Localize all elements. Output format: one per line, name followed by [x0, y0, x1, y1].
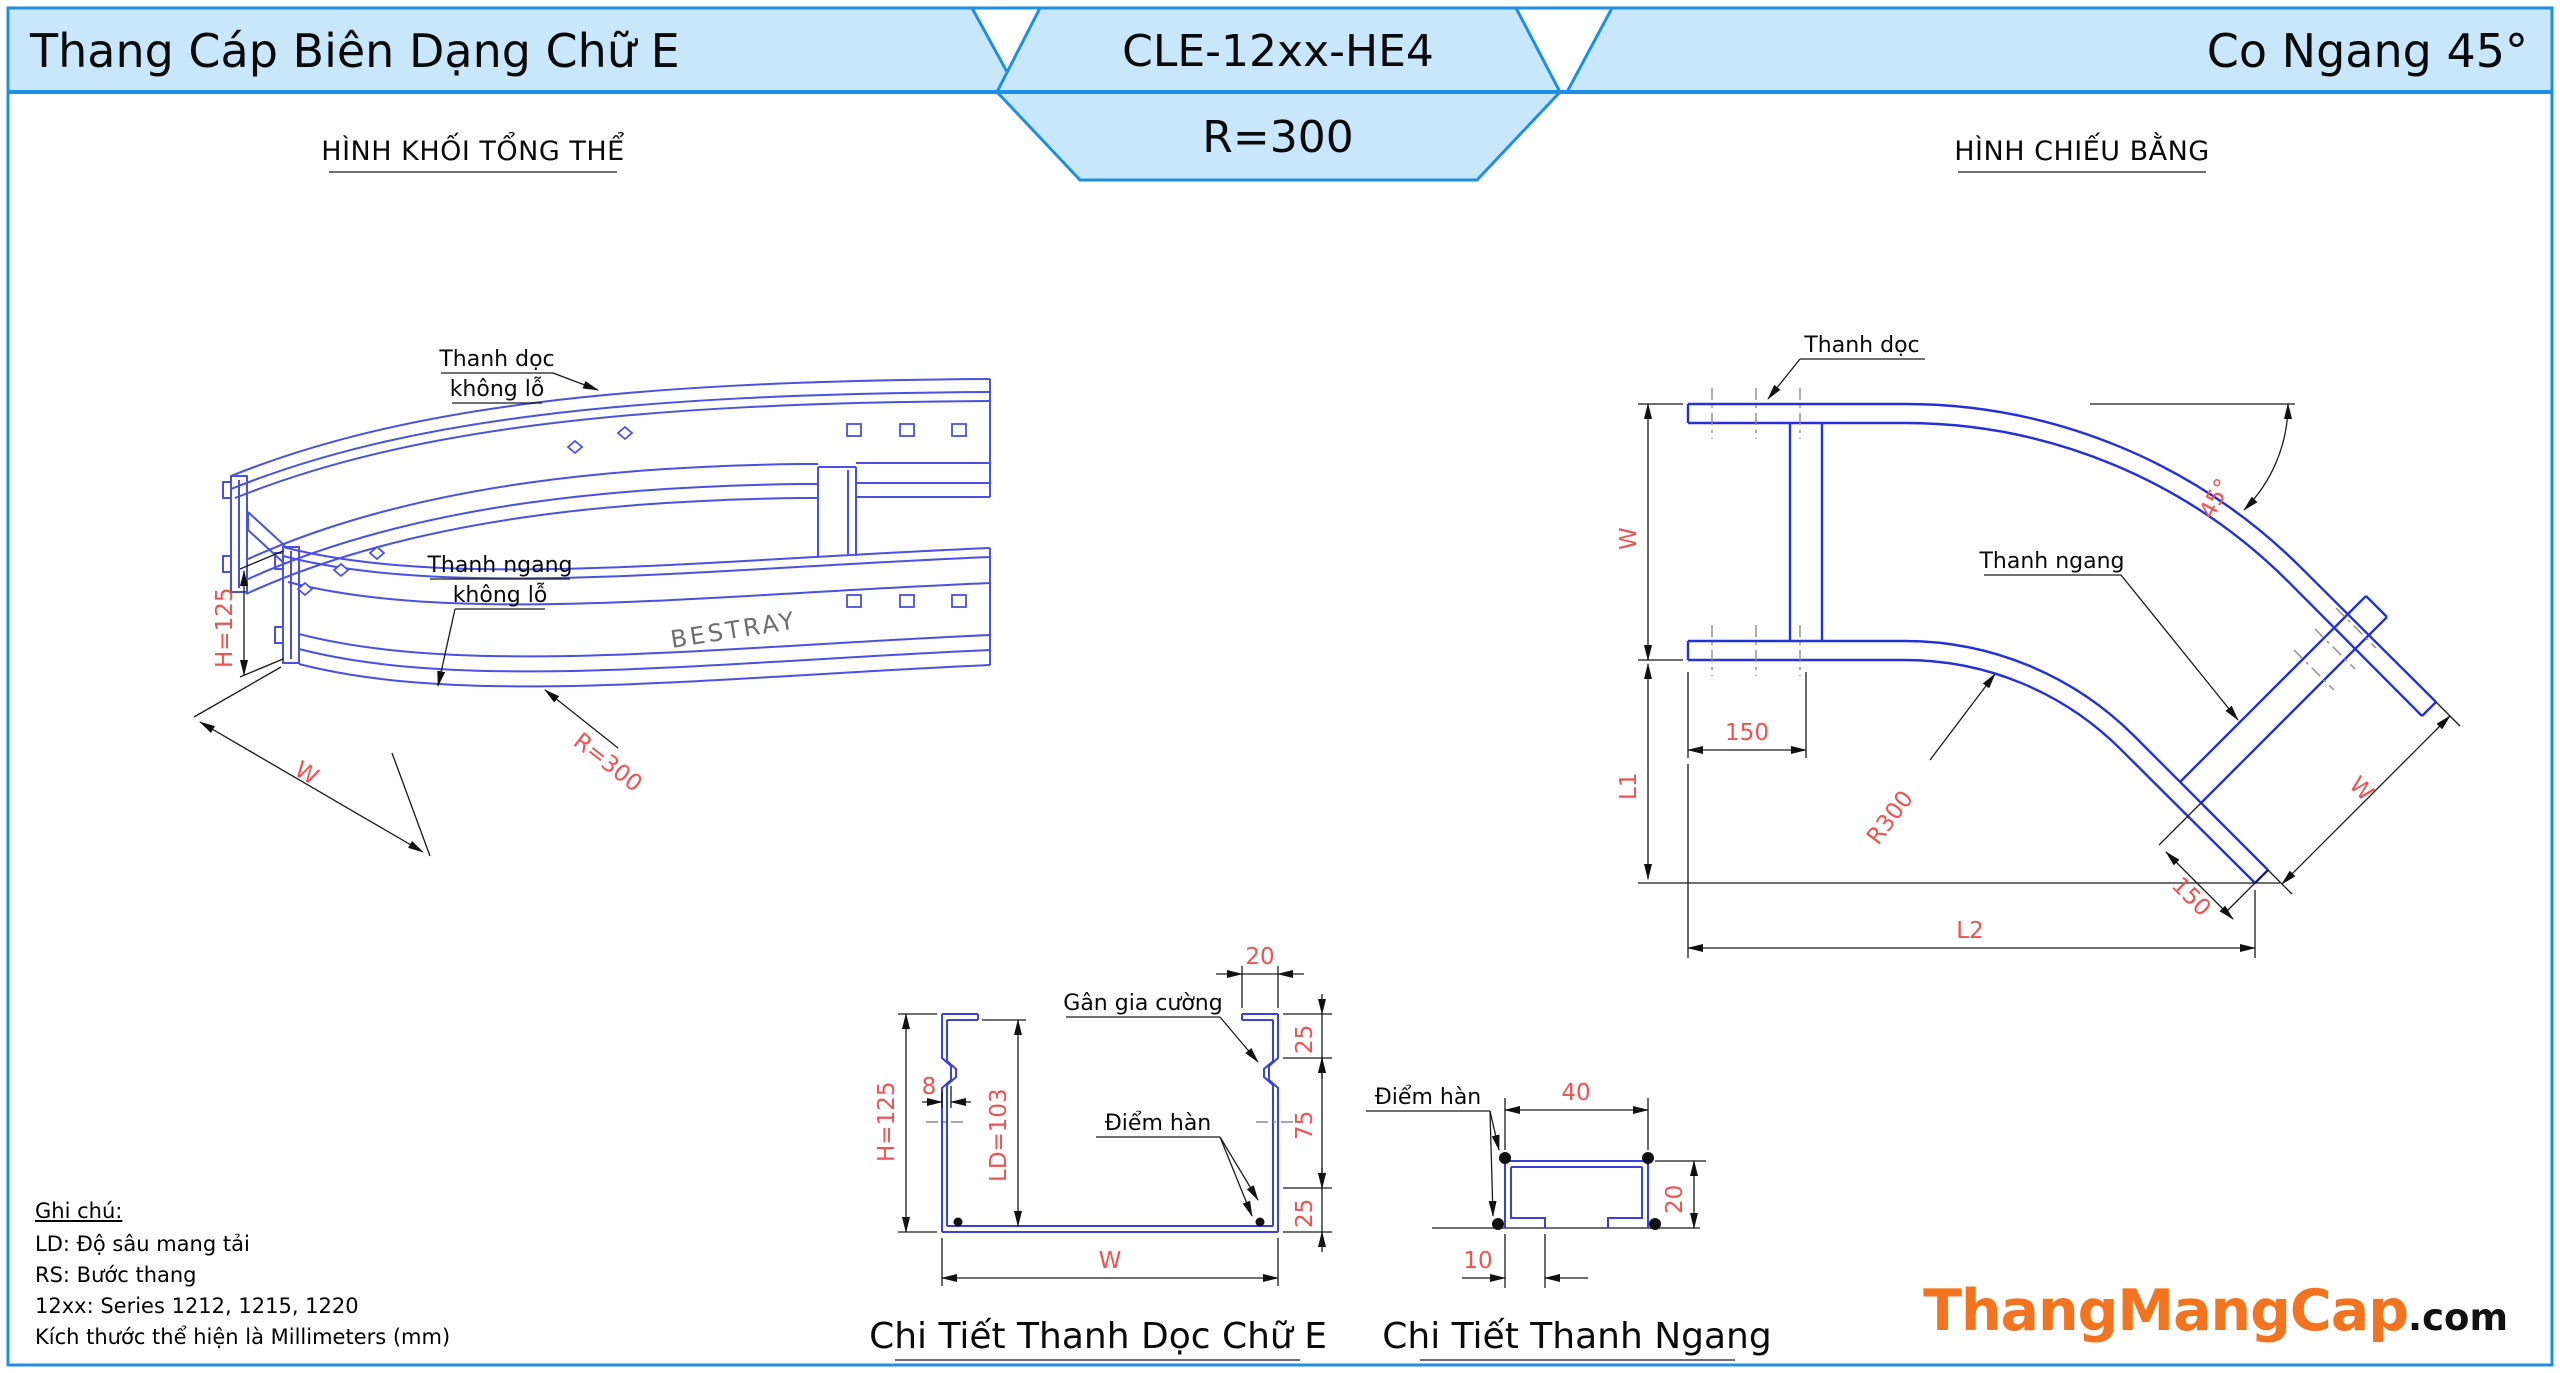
svg-text:W: W	[2344, 772, 2378, 806]
svg-text:25: 25	[1292, 1199, 1318, 1228]
weld-dot	[953, 1217, 963, 1227]
header: Thang Cáp Biên Dạng Chữ E CLE-12xx-HE4 R…	[6, 6, 2554, 182]
iso-mid-rung	[817, 466, 857, 556]
brand-logo-tld: .com	[2408, 1296, 2508, 1339]
iso-label-rung: Thanh ngang không lỗ	[426, 553, 573, 687]
plan-diag-rung	[2179, 595, 2388, 804]
svg-text:R=300: R=300	[568, 728, 646, 797]
plan-label-rung: Thanh ngang	[1978, 549, 2239, 721]
note-line: RS: Bước thang	[35, 1263, 197, 1287]
plan-dim-l1: L1	[1616, 663, 2280, 884]
svg-text:150: 150	[2166, 872, 2215, 921]
e-dim-load-depth: LD=103	[982, 1019, 1026, 1227]
weld-dot	[1255, 1217, 1265, 1227]
detail-rung: 40 20 10 Điểm hàn Chi Tiết Thanh Ngang	[1366, 1080, 1772, 1361]
plan-label-rail: Thanh dọc	[1767, 333, 1925, 400]
iso-holes	[296, 423, 967, 608]
svg-text:R300: R300	[1862, 786, 1919, 849]
detail-e-title: Chi Tiết Thanh Dọc Chữ E	[869, 1316, 1327, 1357]
plan-left-rung	[1788, 423, 1824, 641]
plan-dim-step-left: 150	[1687, 672, 1807, 758]
plan-dim-radius: R300	[1862, 673, 1996, 850]
detail-rung-title: Chi Tiết Thanh Ngang	[1382, 1316, 1771, 1357]
iso-near-rail	[274, 546, 991, 688]
note-line: 12xx: Series 1212, 1215, 1220	[35, 1294, 359, 1318]
rung-profile	[1492, 1152, 1661, 1230]
notes-heading: Ghi chú:	[35, 1199, 123, 1223]
svg-text:8: 8	[922, 1074, 937, 1100]
brand-logo-main: ThangMangCap	[1923, 1278, 2409, 1344]
svg-text:L2: L2	[1956, 918, 1983, 944]
svg-text:H=125: H=125	[874, 1082, 900, 1162]
iso-dim-width: W	[193, 666, 431, 857]
rung-dim-height: 20	[1655, 1160, 1706, 1229]
svg-text:Thanh ngang: Thanh ngang	[1978, 549, 2124, 574]
svg-text:45°: 45°	[2195, 475, 2237, 523]
svg-text:75: 75	[1292, 1111, 1318, 1140]
iso-section-title: HÌNH KHỐI TỔNG THỂ	[321, 132, 624, 167]
svg-text:20: 20	[1245, 944, 1274, 970]
e-profile	[926, 1013, 1294, 1233]
svg-text:H=125: H=125	[212, 588, 238, 668]
rung-label-weld: Điểm hàn	[1366, 1085, 1500, 1217]
iso-label-rail: Thanh dọc không lỗ	[438, 347, 599, 404]
e-label-rib: Gân gia cường	[1063, 991, 1259, 1063]
plan-section-title: HÌNH CHIẾU BẰNG	[1954, 132, 2209, 167]
plan-dim-l2: L2	[1687, 764, 2256, 958]
header-left-title: Thang Cáp Biên Dạng Chữ E	[29, 24, 680, 78]
svg-text:L1: L1	[1616, 773, 1642, 800]
svg-text:không lỗ: không lỗ	[453, 582, 548, 608]
header-model-code: CLE-12xx-HE4	[1122, 26, 1434, 77]
svg-text:W: W	[1099, 1248, 1122, 1274]
notes-block: Ghi chú: LD: Độ sâu mang tải RS: Bước th…	[35, 1196, 495, 1353]
header-right-title: Co Ngang 45°	[2207, 24, 2528, 78]
iso-dim-height: H=125	[212, 550, 284, 678]
svg-text:Thanh ngang: Thanh ngang	[426, 553, 572, 578]
note-line: LD: Độ sâu mang tải	[35, 1232, 250, 1256]
svg-text:25: 25	[1292, 1025, 1318, 1054]
svg-text:Thanh dọc: Thanh dọc	[1803, 333, 1919, 358]
brand-logo: ThangMangCap.com	[1923, 1278, 2508, 1344]
plan-outer-rail	[1686, 402, 2437, 717]
svg-text:Thanh dọc: Thanh dọc	[438, 347, 554, 372]
detail-e-rail: H=125 LD=103 8 20	[869, 944, 1332, 1361]
e-dim-rib: 8	[922, 1074, 971, 1108]
svg-text:W: W	[1616, 527, 1642, 550]
iso-dim-radius: R=300	[544, 689, 647, 797]
plan-inner-rail	[1686, 639, 2269, 884]
plan-view: W L1 150 L2 W 150	[1616, 333, 2461, 958]
e-label-weld: Điểm hàn	[1096, 1111, 1259, 1217]
svg-text:150: 150	[1725, 720, 1769, 746]
svg-text:không lỗ: không lỗ	[450, 376, 545, 402]
svg-text:LD=103: LD=103	[986, 1088, 1012, 1182]
rung-dim-foot: 10	[1462, 1234, 1588, 1288]
svg-text:40: 40	[1561, 1080, 1590, 1106]
plan-dim-width-end: W	[2267, 701, 2461, 895]
e-dim-right-stack: 25 75 25	[1283, 994, 1332, 1252]
note-line: Kích thước thể hiện là Millimeters (mm)	[35, 1325, 451, 1349]
svg-text:10: 10	[1463, 1248, 1492, 1274]
svg-text:20: 20	[1662, 1185, 1688, 1214]
plan-centerlines	[1711, 388, 2377, 691]
plan-dim-step-diag: 150	[2158, 802, 2269, 922]
plan-dim-width-left: W	[1616, 403, 1683, 661]
rung-dim-width: 40	[1504, 1080, 1649, 1150]
e-dim-height: H=125	[874, 1013, 937, 1233]
e-dim-width: W	[941, 1238, 1279, 1286]
header-radius: R=300	[1202, 112, 1353, 163]
iso-view: BESTRAY H=125 W R=300 Thanh dọc không lỗ…	[193, 347, 991, 857]
svg-text:Điểm hàn: Điểm hàn	[1375, 1085, 1482, 1110]
svg-text:Điểm hàn: Điểm hàn	[1105, 1111, 1212, 1136]
svg-text:Gân gia cường: Gân gia cường	[1063, 991, 1222, 1016]
e-dim-lip: 20	[1216, 944, 1304, 1008]
svg-text:W: W	[290, 757, 323, 791]
iso-left-rung	[247, 511, 286, 565]
page-border	[6, 6, 2554, 1367]
